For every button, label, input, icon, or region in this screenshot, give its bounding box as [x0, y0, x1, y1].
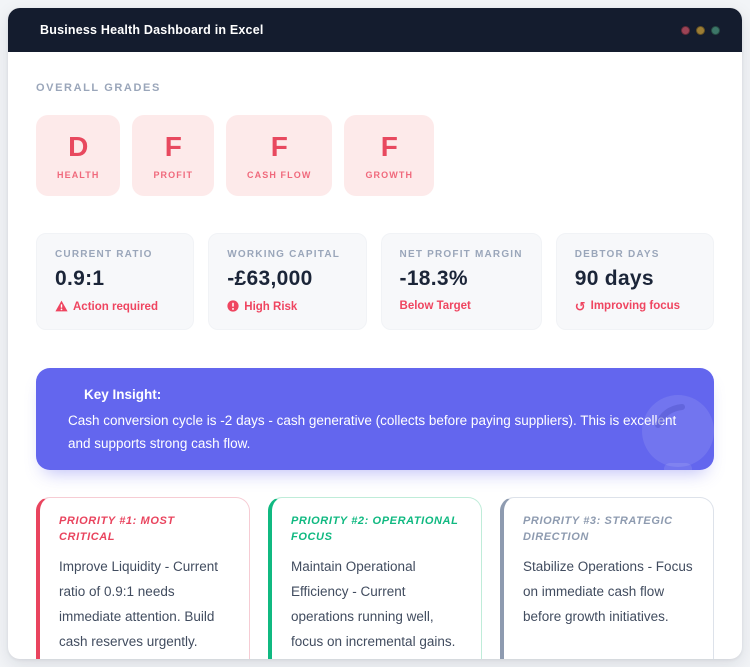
grade-label: PROFIT — [153, 169, 194, 180]
metric-status-text: High Risk — [244, 301, 298, 314]
window-title: Business Health Dashboard in Excel — [40, 23, 264, 37]
maximize-icon[interactable] — [711, 25, 720, 35]
section-label-overall-grades: OVERALL GRADES — [36, 82, 161, 94]
grade-label: GROWTH — [365, 169, 414, 180]
priority-body: Improve Liquidity - Current ratio of 0.9… — [59, 558, 219, 649]
metric-cards-row: CURRENT RATIO 0.9:1 Action required WORK… — [36, 232, 714, 330]
priority-card-2: PRIORITY #2: OPERATIONAL FOCUS Maintain … — [268, 497, 482, 659]
grade-letter: F — [380, 131, 398, 162]
grade-cards-row: D HEALTH F PROFIT F CASH FLOW F GROWTH — [36, 115, 714, 196]
key-insight-banner: Key Insight: Cash conversion cycle is -2… — [36, 367, 714, 471]
metric-status: Below Target — [400, 300, 523, 312]
metric-status: High Risk — [227, 299, 347, 315]
priority-card-1: PRIORITY #1: MOST CRITICAL Improve Liqui… — [36, 497, 250, 659]
window-controls — [681, 25, 720, 35]
key-insight-heading: Key Insight: — [84, 386, 162, 402]
key-insight-body: Cash conversion cycle is -2 days - cash … — [68, 412, 677, 451]
grade-label: HEALTH — [57, 169, 100, 180]
priority-body: Maintain Operational Efficiency - Curren… — [291, 558, 456, 649]
dashboard-content: OVERALL GRADES D HEALTH F PROFIT F CASH … — [8, 52, 742, 659]
metric-value: 0.9:1 — [55, 266, 105, 290]
priority-cards-row: PRIORITY #1: MOST CRITICAL Improve Liqui… — [36, 497, 714, 659]
history-icon: ↺ — [574, 298, 586, 314]
grade-letter: D — [68, 131, 89, 162]
metric-value: -£63,000 — [227, 266, 313, 290]
metric-card-working-capital: WORKING CAPITAL -£63,000 High Risk — [208, 232, 367, 330]
warning-triangle-icon — [55, 300, 68, 315]
minimize-icon[interactable] — [696, 25, 705, 35]
metric-status-text: Below Target — [399, 299, 471, 312]
metric-card-debtor-days: DEBTOR DAYS 90 days ↺ Improving focus — [555, 232, 714, 330]
priority-card-3: PRIORITY #3: STRATEGIC DIRECTION Stabili… — [500, 497, 714, 659]
grade-label: CASH FLOW — [247, 169, 312, 180]
metric-label: WORKING CAPITAL — [227, 248, 341, 260]
grade-letter: F — [270, 131, 288, 162]
grade-card-cash-flow: F CASH FLOW — [226, 115, 333, 196]
metric-label: CURRENT RATIO — [55, 248, 153, 260]
priority-title: PRIORITY #3: STRATEGIC DIRECTION — [523, 515, 673, 543]
metric-card-net-profit-margin: NET PROFIT MARGIN -18.3% Below Target — [380, 232, 542, 330]
metric-value: -18.3% — [399, 266, 468, 290]
metric-card-current-ratio: CURRENT RATIO 0.9:1 Action required — [36, 232, 195, 330]
grade-card-profit: F PROFIT — [132, 115, 215, 196]
alert-circle-icon — [227, 299, 239, 315]
close-icon[interactable] — [681, 25, 690, 35]
metric-value: 90 days — [574, 266, 654, 290]
priority-body: Stabilize Operations - Focus on immediat… — [523, 558, 693, 624]
grade-card-growth: F GROWTH — [344, 115, 435, 196]
titlebar: Business Health Dashboard in Excel — [8, 8, 742, 52]
priority-title: PRIORITY #1: MOST CRITICAL — [59, 515, 175, 543]
metric-status-text: Action required — [73, 301, 158, 314]
metric-label: DEBTOR DAYS — [574, 248, 660, 260]
grade-card-health: D HEALTH — [36, 115, 121, 196]
metric-status-text: Improving focus — [590, 300, 681, 313]
app-window: Business Health Dashboard in Excel OVERA… — [8, 8, 742, 659]
metric-status: ↺ Improving focus — [575, 300, 695, 313]
metric-label: NET PROFIT MARGIN — [399, 248, 523, 260]
priority-title: PRIORITY #2: OPERATIONAL FOCUS — [291, 515, 459, 543]
metric-status: Action required — [55, 300, 175, 315]
grade-letter: F — [164, 131, 182, 162]
